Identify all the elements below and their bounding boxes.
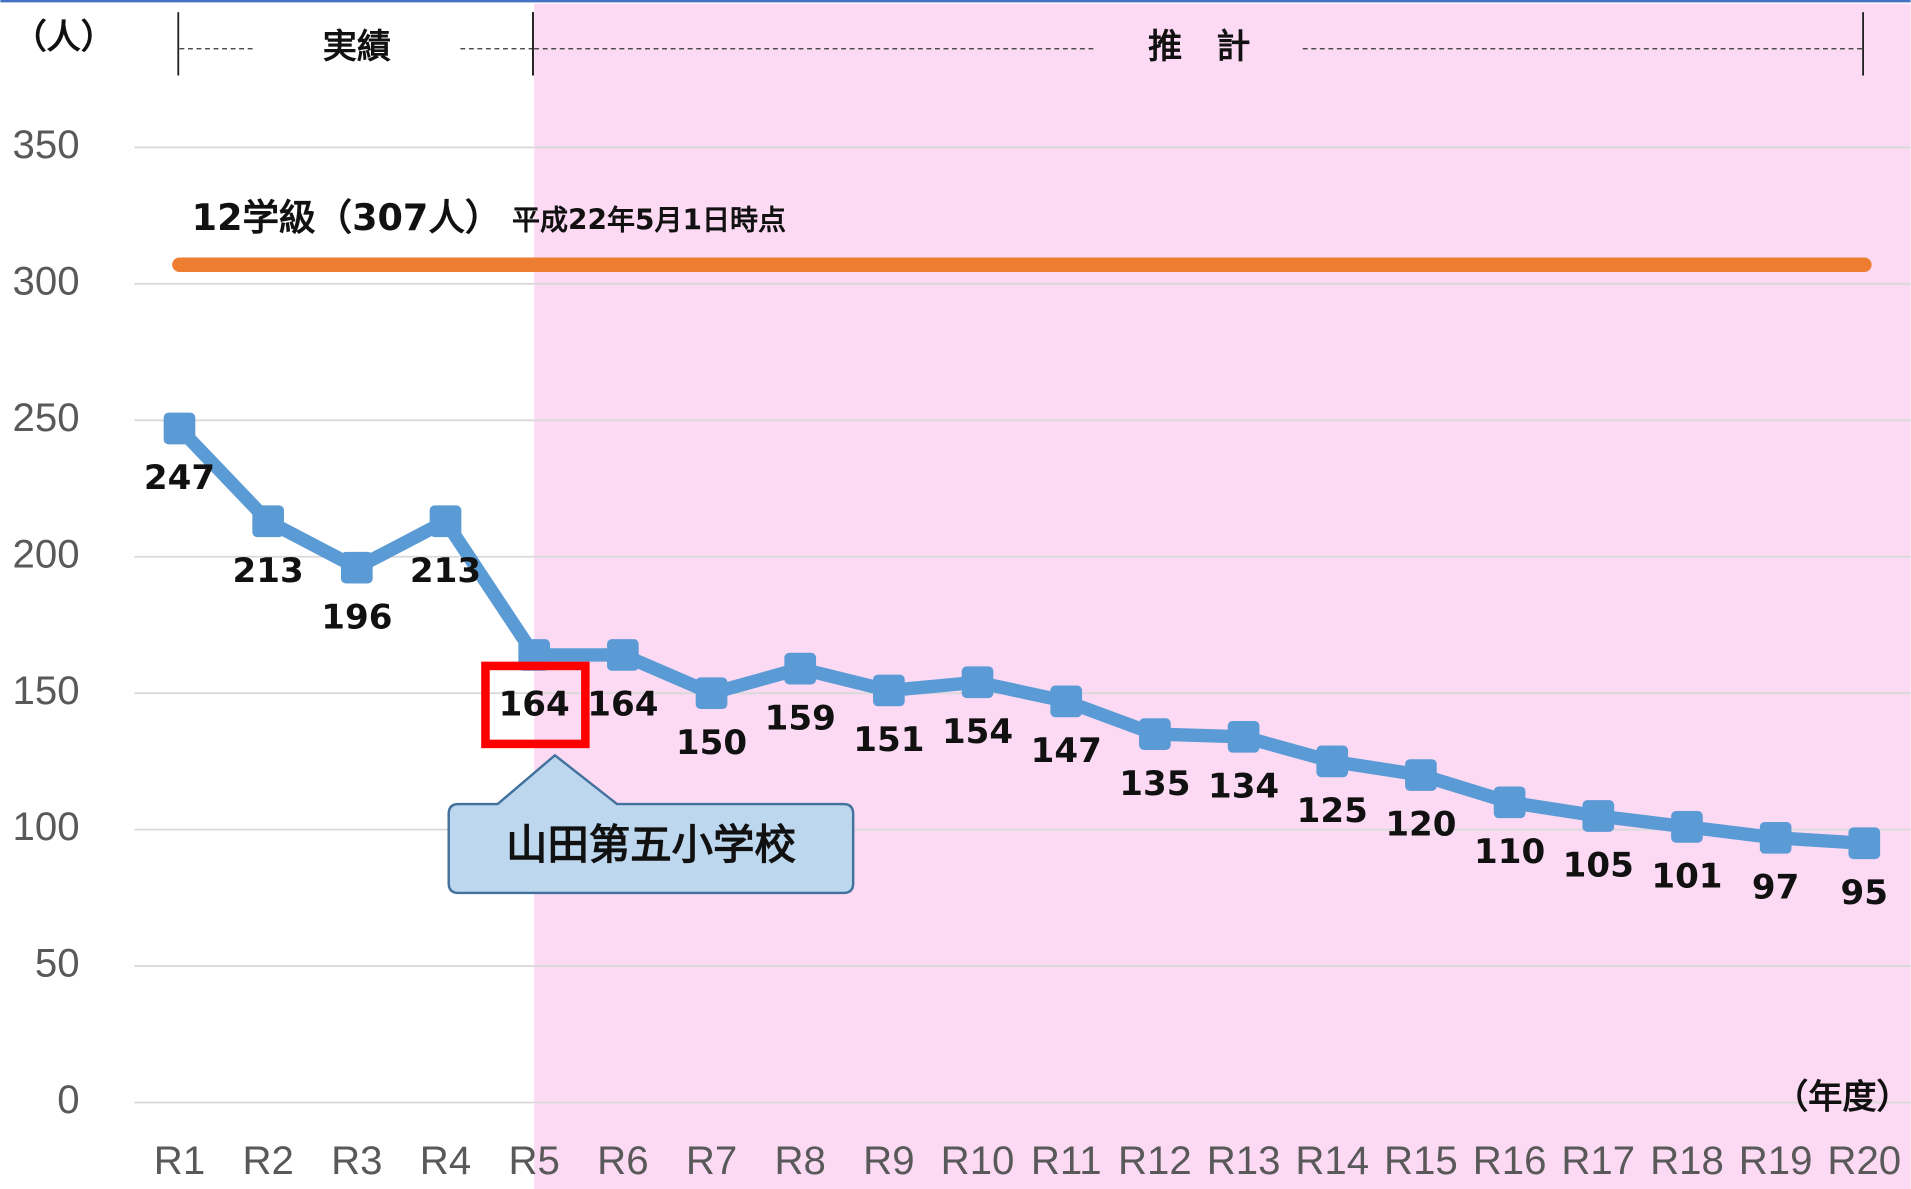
highlight-box xyxy=(481,661,590,749)
point-marker xyxy=(163,412,196,445)
y-tick-label: 300 xyxy=(13,258,80,303)
x-tick-label: R6 xyxy=(597,1138,648,1183)
data-label: 159 xyxy=(765,698,836,738)
x-tick-label: R13 xyxy=(1207,1138,1281,1183)
x-tick-label: R3 xyxy=(331,1138,382,1183)
x-tick-label: R8 xyxy=(775,1138,826,1183)
data-label: 135 xyxy=(1119,764,1190,804)
data-label: 101 xyxy=(1651,857,1722,897)
reference-label: 12学級（307人） xyxy=(192,196,502,239)
point-marker xyxy=(607,639,639,671)
x-tick-label: R16 xyxy=(1473,1138,1547,1183)
point-marker xyxy=(1139,718,1171,750)
x-tick-label: R4 xyxy=(420,1138,471,1183)
x-tick-label: R18 xyxy=(1650,1138,1724,1183)
x-tick-label: R11 xyxy=(1031,1138,1102,1183)
point-marker xyxy=(873,674,905,707)
point-marker xyxy=(1050,685,1083,718)
data-label: 95 xyxy=(1841,873,1888,913)
data-label: 164 xyxy=(499,685,570,725)
x-tick-label: R2 xyxy=(242,1138,293,1183)
data-label: 164 xyxy=(587,685,658,725)
period-label: 実績 xyxy=(323,27,391,67)
data-label: 154 xyxy=(942,712,1013,752)
point-marker xyxy=(1582,800,1615,832)
x-tick-label: R12 xyxy=(1118,1138,1192,1183)
data-label: 134 xyxy=(1208,767,1279,807)
point-marker xyxy=(1759,821,1792,854)
y-tick-label: 200 xyxy=(13,531,80,576)
data-label: 247 xyxy=(144,458,215,498)
point-marker xyxy=(1405,759,1437,791)
callout-text: 山田第五小学校 xyxy=(506,821,796,869)
point-marker xyxy=(1493,786,1526,819)
period-band xyxy=(534,3,1911,1189)
period-label: 推 計 xyxy=(1148,27,1250,67)
point-marker xyxy=(784,652,817,685)
x-tick-label: R19 xyxy=(1739,1138,1813,1183)
point-marker xyxy=(429,505,462,538)
point-marker xyxy=(252,505,284,538)
point-marker xyxy=(1671,811,1703,843)
x-tick-label: R20 xyxy=(1827,1138,1901,1183)
data-label: 105 xyxy=(1563,846,1634,886)
x-tick-label: R10 xyxy=(941,1138,1015,1183)
x-tick-label: R7 xyxy=(686,1138,737,1183)
data-label: 213 xyxy=(410,551,481,591)
point-marker xyxy=(695,677,728,710)
y-tick-label: 350 xyxy=(13,122,80,167)
data-label: 97 xyxy=(1752,867,1799,907)
y-tick-label: 50 xyxy=(35,941,80,986)
data-label: 151 xyxy=(853,720,924,760)
x-tick-label: R5 xyxy=(508,1138,559,1183)
y-tick-label: 250 xyxy=(13,395,80,440)
x-tick-label: R9 xyxy=(863,1138,914,1183)
point-marker xyxy=(1227,721,1260,753)
data-label: 213 xyxy=(233,551,304,591)
x-tick-label: R1 xyxy=(154,1138,205,1183)
point-marker xyxy=(340,551,373,584)
point-marker xyxy=(1316,745,1349,778)
data-label: 120 xyxy=(1385,805,1456,845)
y-tick-label: 100 xyxy=(13,804,80,849)
reference-note: 平成22年5月1日時点 xyxy=(512,204,786,237)
y-axis-label: （人） xyxy=(13,17,115,57)
point-marker xyxy=(961,666,994,699)
data-label: 125 xyxy=(1297,791,1368,831)
y-tick-label: 150 xyxy=(13,668,80,713)
data-label: 196 xyxy=(321,597,392,637)
point-marker xyxy=(1848,827,1881,860)
callout-box xyxy=(447,753,855,895)
x-axis-label: （年度） xyxy=(1774,1077,1910,1117)
x-tick-label: R14 xyxy=(1295,1138,1369,1183)
x-tick-label: R15 xyxy=(1384,1138,1458,1183)
data-label: 110 xyxy=(1474,832,1545,872)
x-tick-label: R17 xyxy=(1561,1138,1635,1183)
data-label: 147 xyxy=(1031,731,1102,771)
y-tick-label: 0 xyxy=(57,1077,79,1122)
data-label: 150 xyxy=(676,723,747,763)
